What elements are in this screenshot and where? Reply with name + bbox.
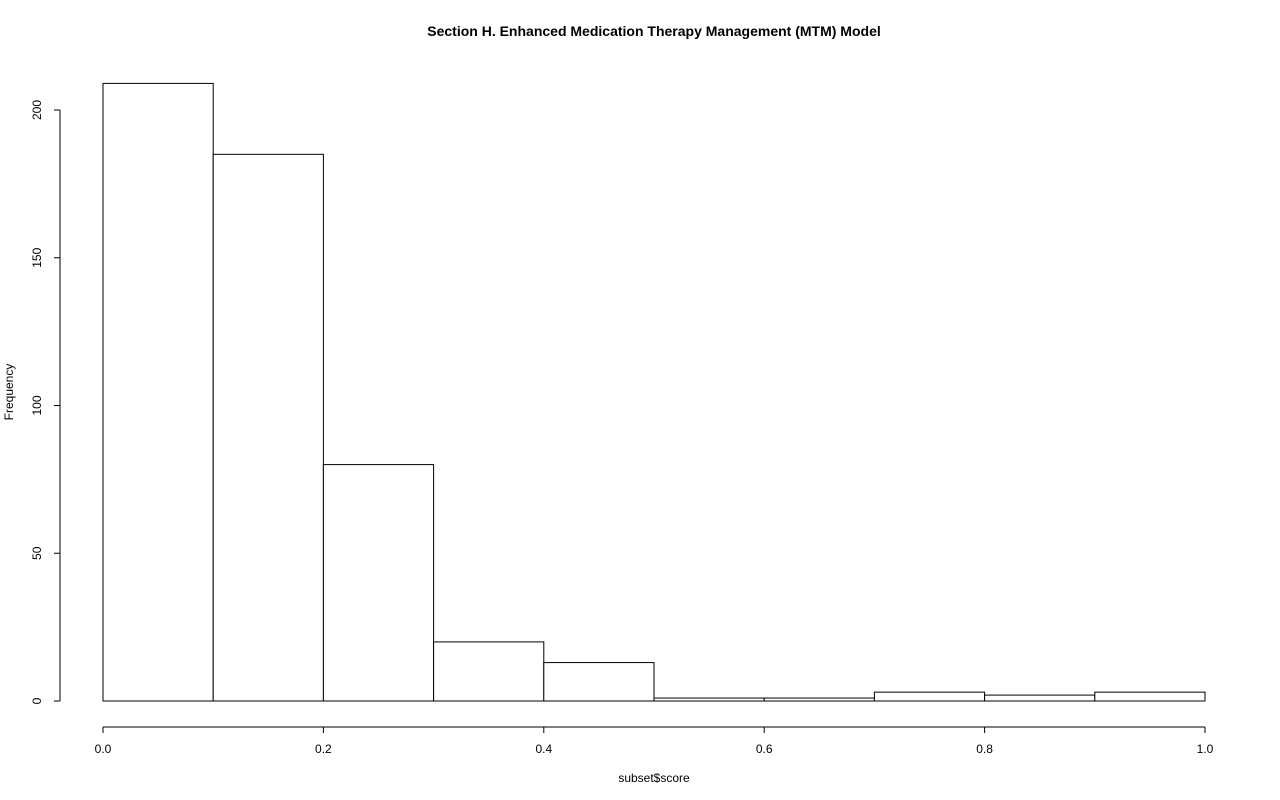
bars-group [102,82,1206,702]
y-tick-label: 0 [30,697,44,704]
x-axis-label: subset$score [618,771,690,785]
x-tick-label: 0.4 [535,742,552,756]
histogram-bar [763,697,875,702]
histogram-bar [322,464,435,702]
x-tick-label: 0.6 [756,742,773,756]
histogram-bar [653,697,765,702]
y-axis: 0 50 100 150 200 [30,100,61,704]
histogram-bar [212,153,324,702]
y-tick-label: 200 [30,100,44,120]
histogram-bar [873,691,986,702]
x-tick-label: 1.0 [1197,742,1214,756]
chart-title: Section H. Enhanced Medication Therapy M… [427,23,881,39]
histogram-bar [543,662,655,702]
histogram-bar [1094,691,1206,702]
x-tick-label: 0.0 [95,742,112,756]
x-tick-label: 0.2 [315,742,332,756]
x-tick-label: 0.8 [976,742,993,756]
y-axis-label: Frequency [2,364,16,421]
y-tick-label: 150 [30,247,44,267]
x-axis: 0.0 0.2 0.4 0.6 0.8 1.0 [95,726,1214,756]
histogram-bar [102,82,214,702]
histogram-bar [984,694,1096,702]
y-tick-label: 100 [30,395,44,415]
y-tick-label: 50 [30,546,44,560]
histogram-bar [433,641,545,702]
